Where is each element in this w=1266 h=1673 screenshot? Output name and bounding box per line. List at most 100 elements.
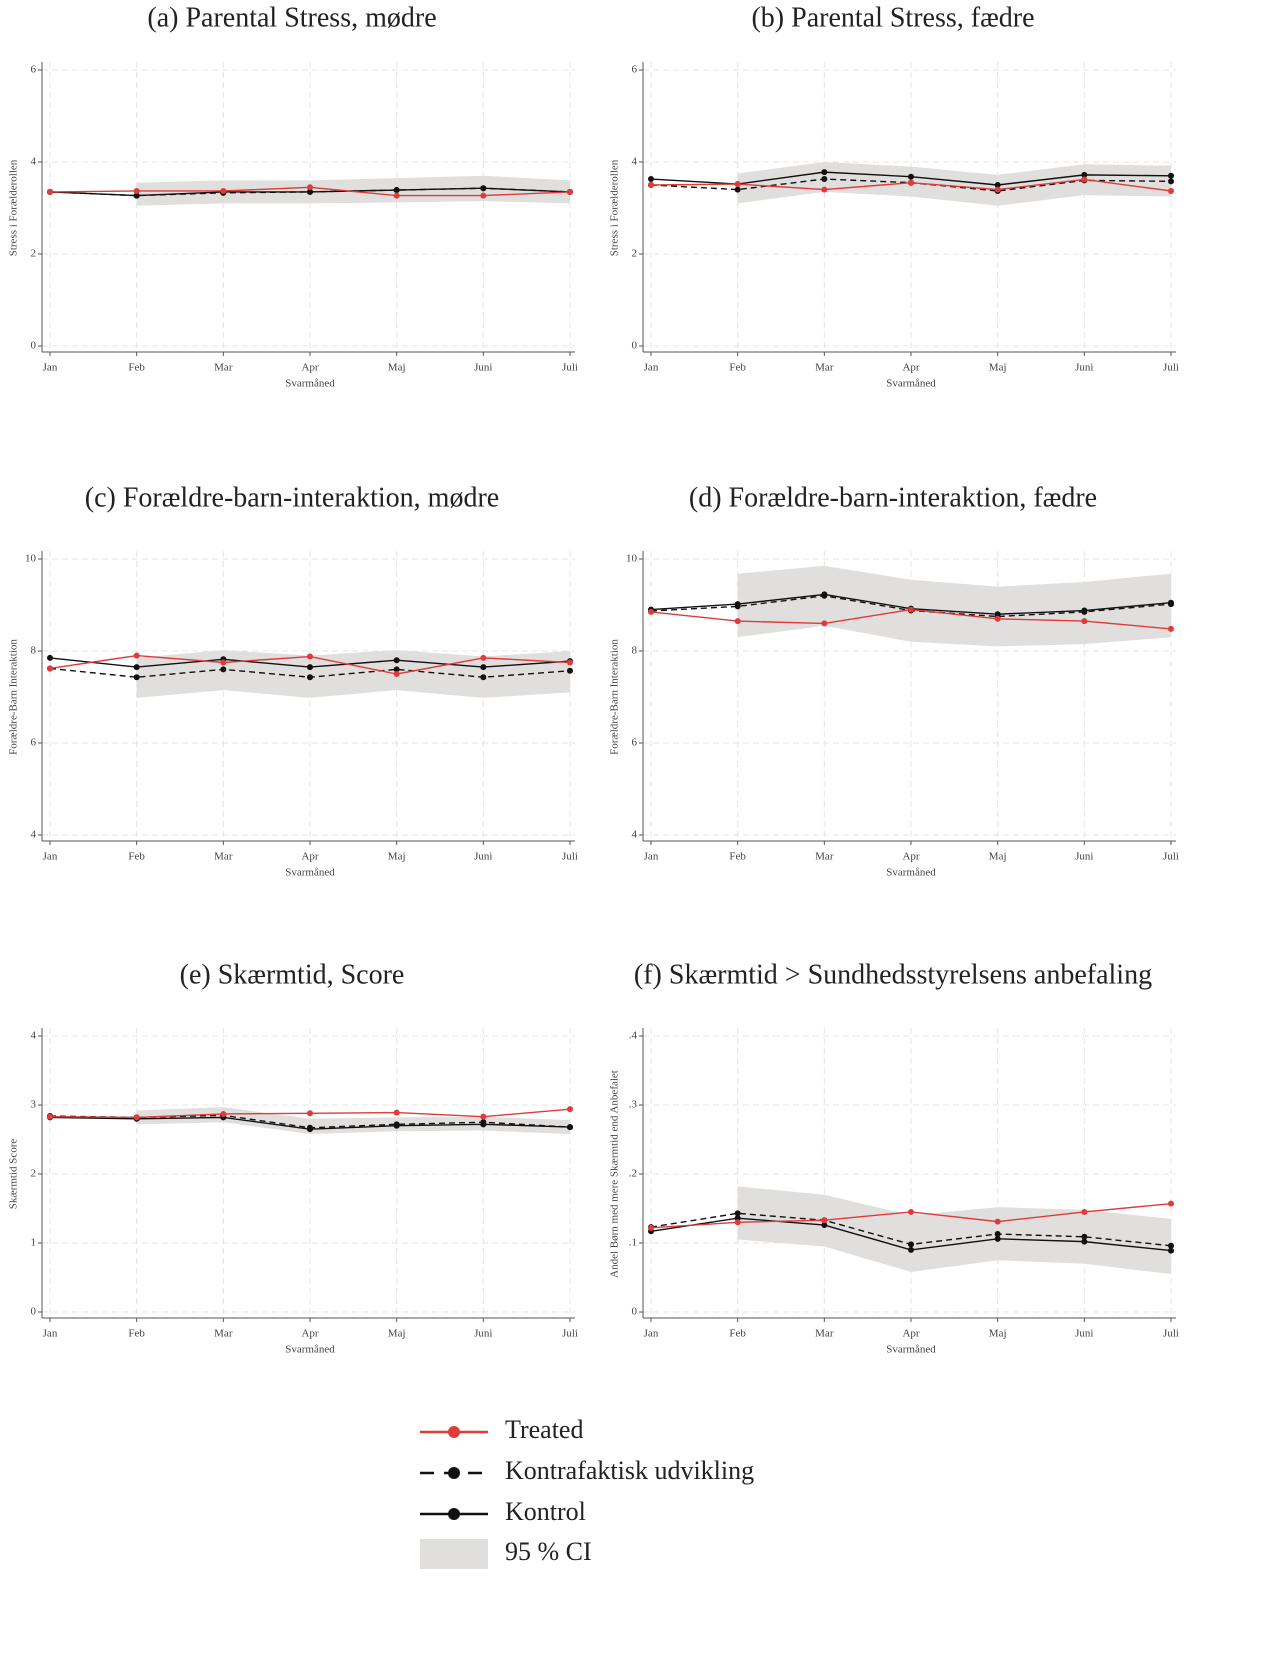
legend-label: 95 % CI: [505, 1537, 592, 1566]
x-tick-label: Mar: [815, 851, 834, 863]
ci-band: [136, 1107, 570, 1134]
series-point: [220, 666, 227, 673]
series-point: [648, 182, 654, 188]
y-tick-label: 6: [632, 737, 638, 749]
x-tick-label: Apr: [902, 851, 919, 863]
y-tick-label: 8: [31, 645, 37, 657]
x-tick-label: Juni: [474, 851, 492, 863]
series-point: [908, 1246, 914, 1253]
x-axis-label: Svarmåned: [285, 378, 335, 390]
x-axis-label: Svarmåned: [886, 378, 936, 390]
series-point: [220, 1110, 227, 1117]
series-point: [734, 1210, 741, 1217]
x-tick-label: Feb: [729, 362, 746, 374]
x-tick-label: Mar: [214, 851, 233, 863]
y-tick-label: 8: [632, 645, 638, 657]
legend-swatch: [420, 1539, 488, 1569]
series-point: [393, 1121, 400, 1128]
x-tick-label: Jan: [644, 362, 659, 374]
series-point: [47, 1113, 53, 1120]
series-point: [994, 615, 1001, 622]
y-tick-label: 1: [31, 1237, 37, 1249]
y-tick-label: 2: [31, 248, 37, 260]
y-tick-label: 0: [632, 340, 638, 352]
series-point: [307, 184, 313, 191]
ci-band: [737, 1186, 1171, 1275]
y-tick-label: 2: [31, 1168, 37, 1180]
series-point: [393, 657, 400, 664]
series-point: [133, 674, 140, 681]
y-axis-label: Stress i Forælderollen: [609, 159, 621, 256]
series-point: [1168, 187, 1174, 194]
legend-marker: [448, 1467, 460, 1479]
series-point: [133, 1114, 140, 1121]
y-tick-label: 4: [31, 156, 37, 168]
series-point: [821, 1217, 828, 1224]
series-point: [1168, 172, 1174, 179]
y-tick-label: 4: [632, 156, 638, 168]
x-tick-label: Juli: [562, 851, 578, 863]
series-point: [821, 176, 828, 183]
x-tick-label: Feb: [128, 851, 145, 863]
series-point: [393, 192, 400, 199]
y-tick-label: 0: [31, 340, 37, 352]
x-tick-label: Juni: [1075, 1328, 1093, 1340]
series-point: [1081, 1238, 1088, 1245]
series-point: [994, 182, 1001, 188]
x-tick-label: Apr: [301, 362, 318, 374]
series-point: [1081, 1208, 1088, 1215]
y-tick-label: 6: [31, 64, 37, 76]
series-point: [1168, 178, 1174, 185]
series-point: [1168, 1242, 1174, 1249]
y-axis-label: Forældre-Barn Interaktion: [609, 639, 621, 755]
series-point: [480, 664, 487, 671]
chart-title: (c) Forældre-barn-interaktion, mødre: [85, 482, 499, 513]
ci-band: [737, 565, 1171, 647]
x-tick-label: Maj: [388, 362, 406, 374]
y-tick-label: 4: [31, 829, 37, 841]
x-tick-label: Feb: [729, 851, 746, 863]
series-point: [480, 192, 487, 199]
x-tick-label: Mar: [815, 362, 834, 374]
y-tick-label: 6: [632, 64, 638, 76]
chart-title: (f) Skærmtid > Sundhedsstyrelsens anbefa…: [634, 959, 1152, 990]
series-point: [908, 1241, 914, 1248]
series-point: [567, 659, 573, 666]
x-tick-label: Juni: [474, 362, 492, 374]
x-axis-label: Svarmåned: [886, 1344, 936, 1356]
series-point: [1081, 176, 1088, 183]
series-point: [567, 1124, 573, 1131]
legend-label: Treated: [505, 1415, 583, 1444]
x-tick-label: Mar: [214, 362, 233, 374]
series-point: [994, 1235, 1001, 1242]
series-point: [307, 1124, 313, 1131]
y-tick-label: 6: [31, 737, 37, 749]
x-tick-label: Juli: [1163, 1328, 1179, 1340]
series-point: [307, 653, 313, 660]
x-tick-label: Maj: [989, 1328, 1007, 1340]
y-tick-label: .2: [629, 1168, 637, 1180]
series-point: [47, 188, 53, 195]
y-axis-label: Andel Børn med mere Skærmtid end Anbefal…: [609, 1070, 621, 1278]
x-axis-label: Svarmåned: [285, 1344, 335, 1356]
series-point: [821, 620, 828, 627]
y-tick-label: .1: [629, 1237, 637, 1249]
series-point: [734, 186, 741, 193]
series-point: [307, 674, 313, 681]
series-point: [480, 1113, 487, 1120]
series-point: [567, 188, 573, 195]
series-point: [734, 1215, 741, 1222]
series-point: [908, 173, 914, 180]
series-point: [393, 671, 400, 677]
x-axis-label: Svarmåned: [886, 867, 936, 879]
series-point: [1168, 1247, 1174, 1254]
series-point: [908, 606, 914, 613]
series-point: [480, 185, 487, 192]
legend-marker: [448, 1508, 460, 1520]
series-point: [648, 176, 654, 183]
series-point: [393, 1109, 400, 1116]
ci-band: [737, 162, 1171, 206]
series-point: [821, 186, 828, 193]
x-tick-label: Maj: [388, 851, 406, 863]
x-tick-label: Apr: [301, 851, 318, 863]
